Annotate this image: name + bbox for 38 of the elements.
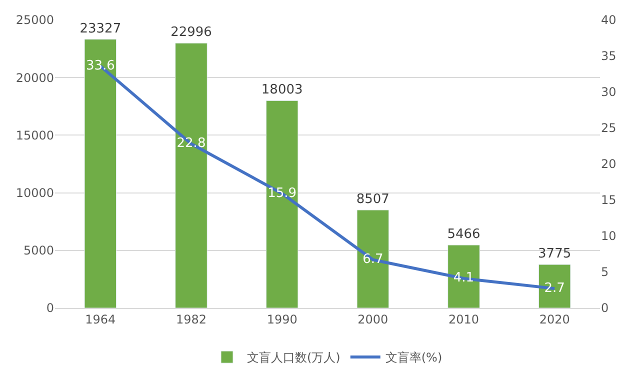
y-tick-label: 20000 xyxy=(16,70,54,85)
y-tick-label: 5000 xyxy=(23,244,54,258)
bar xyxy=(356,210,390,308)
data-label: 5466 xyxy=(447,227,480,242)
y2-tick-label: 15 xyxy=(601,193,616,208)
bar xyxy=(266,100,298,308)
y2-tick-label: 10 xyxy=(601,229,616,244)
legend-label: 文盲人口数(万人) xyxy=(247,350,340,365)
bar xyxy=(84,39,117,308)
y-tick-label: 0 xyxy=(46,301,54,316)
data-label: 3775 xyxy=(538,246,572,262)
y2-tick-label: 0 xyxy=(601,301,609,316)
data-label: 2.7 xyxy=(544,280,565,296)
y2-tick-label: 20 xyxy=(601,157,616,172)
data-label: 8507 xyxy=(356,192,390,207)
data-label: 4.1 xyxy=(453,270,474,286)
x-tick-label: 1990 xyxy=(266,312,298,326)
bar xyxy=(448,244,480,308)
y2-tick-label: 40 xyxy=(601,13,616,28)
x-tick-label: 2010 xyxy=(448,312,480,326)
y2-tick-label: 35 xyxy=(601,49,616,64)
x-tick-label: 1982 xyxy=(176,312,207,326)
bar xyxy=(538,264,571,308)
y-tick-label: 25000 xyxy=(16,13,54,28)
bar xyxy=(175,42,208,308)
y2-tick-label: 30 xyxy=(601,85,616,100)
data-label: 18003 xyxy=(261,82,303,98)
legend-label: 文盲率(%) xyxy=(385,350,442,365)
data-label: 23327 xyxy=(80,21,122,36)
y2-tick-label: 5 xyxy=(601,265,609,280)
data-label: 22996 xyxy=(170,25,212,40)
x-tick-label: 1964 xyxy=(85,312,116,326)
y-tick-label: 10000 xyxy=(16,186,54,200)
x-tick-label: 2000 xyxy=(358,312,388,326)
x-tick-label: 2020 xyxy=(539,312,570,326)
y-tick-label: 15000 xyxy=(16,128,54,142)
data-label: 33.6 xyxy=(86,58,115,74)
y2-tick-label: 25 xyxy=(601,121,616,136)
